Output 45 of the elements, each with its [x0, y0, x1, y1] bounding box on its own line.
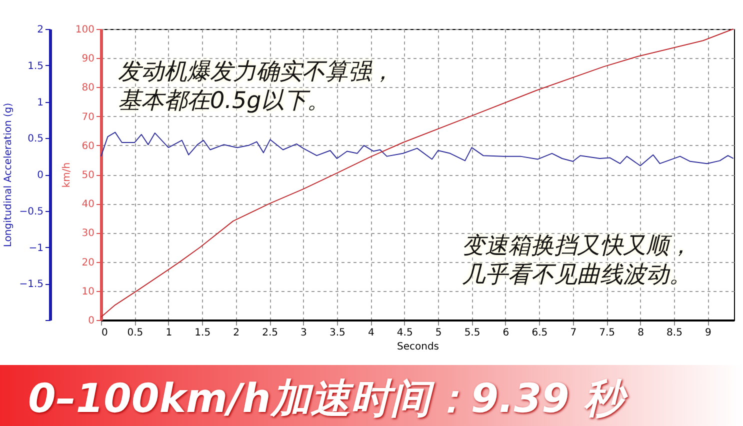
x-tick-label: 1.5 — [194, 328, 211, 338]
y-axis-title: Longitudinal Acceleration (g) — [3, 102, 14, 248]
y2-tick-label: 0 — [88, 316, 94, 326]
y2-tick-label: 70 — [82, 112, 94, 123]
x-tick-label: 0 — [102, 328, 108, 338]
x-tick-label: 2 — [233, 328, 240, 338]
y2-axis-title: km/h — [61, 162, 72, 188]
annotation: 发动机爆发力确实不算强，基本都在0.5g以下。 — [118, 58, 395, 116]
x-tick-label: 4.5 — [396, 328, 413, 338]
x-tick-label: 5.5 — [464, 328, 480, 338]
y2-tick-label: 50 — [82, 170, 94, 181]
x-tick-label: 6.5 — [532, 328, 548, 338]
y-tick-label: 0.5 — [28, 134, 44, 145]
x-tick-label: 7.5 — [599, 328, 616, 338]
y2-tick-label: 100 — [75, 24, 94, 36]
annotation: 变速箱换挡又快又顺，几乎看不见曲线波动。 — [462, 232, 693, 290]
y-tick-label: −1.5 — [19, 279, 44, 290]
x-tick-label: 8.5 — [666, 328, 682, 338]
x-tick-label: 8 — [638, 328, 644, 338]
y2-tick-label: 80 — [82, 82, 94, 94]
x-tick-label: 3 — [300, 328, 307, 338]
y-tick-label: 2 — [37, 24, 44, 36]
y2-tick-label: 60 — [82, 140, 94, 152]
y-tick-label: 1.5 — [28, 60, 44, 72]
y2-tick-label: 90 — [82, 54, 94, 65]
x-tick-label: 4 — [368, 328, 374, 338]
line-series — [100, 28, 734, 318]
x-tick-label: 5 — [435, 328, 442, 338]
x-tick-label: 7 — [570, 328, 577, 338]
y2-tick-label: 20 — [82, 257, 94, 268]
x-tick-label: 1 — [166, 328, 172, 338]
y-tick-label: −0.5 — [19, 206, 44, 218]
y2-tick-label: 30 — [82, 228, 94, 240]
x-tick-label: 2.5 — [262, 328, 278, 338]
y2-tick-label: 10 — [82, 286, 94, 298]
line-series — [100, 132, 734, 166]
x-tick-label: 3.5 — [329, 328, 346, 338]
y-tick-label: 1 — [37, 97, 44, 108]
x-axis-title: Seconds — [396, 342, 440, 352]
y-tick-label: 0 — [37, 170, 44, 181]
x-tick-label: 9 — [705, 328, 712, 338]
y-tick-label: −1 — [28, 242, 44, 254]
x-tick-label: 0.5 — [127, 328, 144, 338]
y2-tick-label: 40 — [82, 199, 94, 210]
x-tick-label: 6 — [502, 328, 510, 338]
